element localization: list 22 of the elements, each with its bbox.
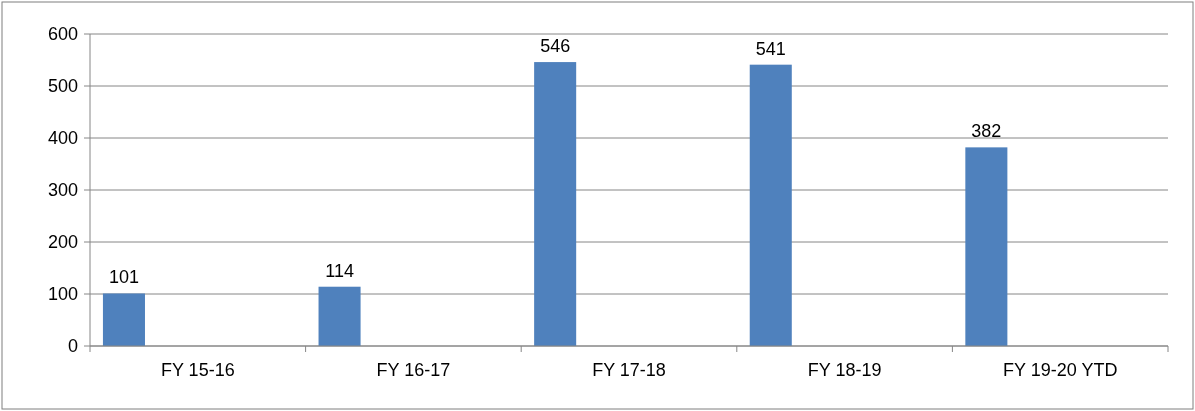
y-tick-label: 200 [47, 232, 78, 253]
data-label: 101 [108, 267, 139, 288]
y-tick-label: 0 [67, 336, 78, 357]
bar [102, 293, 145, 346]
bar [534, 62, 577, 346]
bar [318, 286, 361, 346]
y-tick-label: 600 [47, 24, 78, 45]
data-label: 546 [540, 36, 571, 57]
y-tick-label: 500 [47, 76, 78, 97]
x-tick-label: FY 15-16 [160, 360, 235, 380]
y-tick-label: 400 [47, 128, 78, 149]
x-tick-label: FY 18-19 [807, 360, 882, 380]
y-tick-label: 300 [47, 180, 78, 201]
x-tick-label: FY 17-18 [592, 360, 666, 380]
x-tick-label: FY 16-17 [376, 360, 451, 380]
data-label: 541 [755, 38, 786, 59]
bar [749, 64, 792, 346]
bar [965, 147, 1008, 346]
y-tick-label: 100 [47, 284, 78, 305]
data-label: 382 [971, 121, 1002, 142]
x-tick-label: FY 19-20 YTD [1003, 360, 1118, 380]
data-label: 114 [325, 260, 354, 281]
